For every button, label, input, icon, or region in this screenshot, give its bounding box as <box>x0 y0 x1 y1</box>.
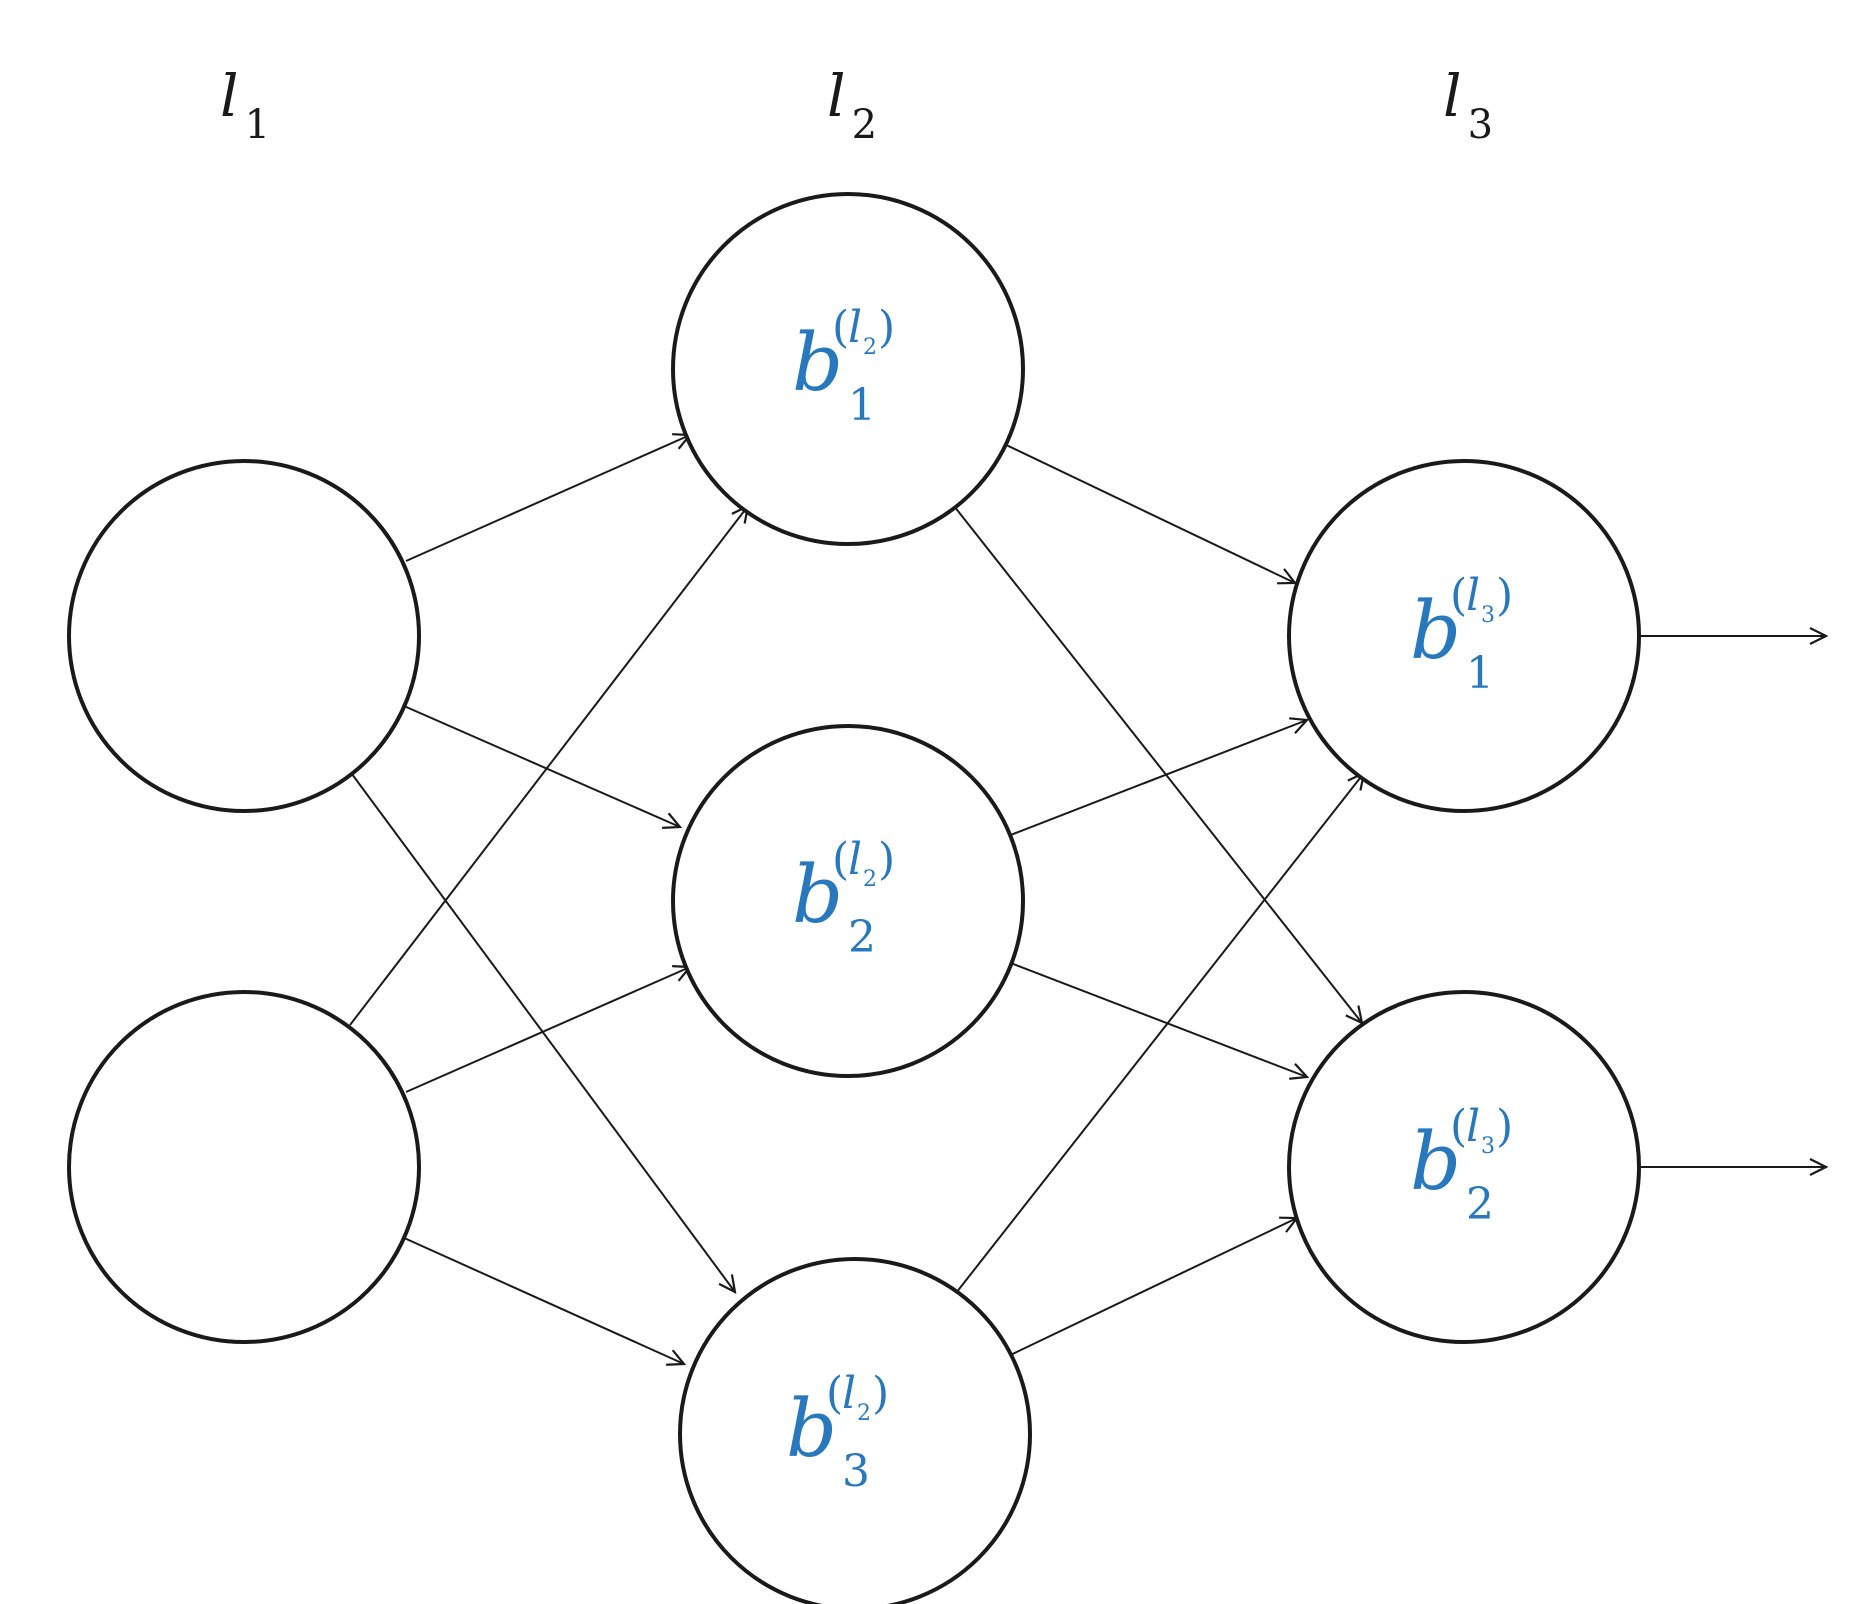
edge-l2n3-l3n2 <box>1001 1218 1297 1360</box>
bias-close-paren: ) <box>872 1368 889 1419</box>
bias-symbol: b <box>1410 1115 1461 1208</box>
bias-symbol: b <box>1410 584 1461 677</box>
edge-l2n1-l3n1 <box>999 441 1295 583</box>
output-node-2 <box>1287 990 1641 1344</box>
bias-layer-index: 2 <box>857 1401 871 1426</box>
bias-subscript: 3 <box>842 1446 870 1497</box>
edge-l2n3-l3n1 <box>955 773 1364 1294</box>
bias-layer-letter: l <box>1466 1101 1480 1152</box>
edge-l1n2-l2n3 <box>401 1236 684 1364</box>
bias-subscript: 2 <box>848 912 876 963</box>
bias-open-paren: ( <box>832 302 849 353</box>
bias-subscript: 2 <box>1466 1179 1494 1230</box>
bias-layer-index: 3 <box>1481 1134 1495 1159</box>
bias-label-l3-1: b ( l 3 ) 1 <box>1410 570 1513 699</box>
hidden-node-3 <box>678 1257 1032 1604</box>
edge-l1n1-l2n3 <box>345 765 735 1292</box>
bias-symbol: b <box>786 1382 837 1475</box>
bias-subscript: 1 <box>1466 648 1494 699</box>
bias-layer-index: 3 <box>1481 603 1495 628</box>
output-layer: b ( l 3 ) 1 b ( l 3 ) 2 <box>1287 459 1641 1344</box>
bias-close-paren: ) <box>1496 1101 1513 1152</box>
bias-label-l3-2: b ( l 3 ) 2 <box>1410 1101 1513 1230</box>
edge-l1n2-l2n2 <box>405 967 690 1093</box>
bias-layer-letter: l <box>848 834 862 885</box>
bias-label-l2-1: b ( l 2 ) 1 <box>792 302 895 431</box>
bias-label-l2-2: b ( l 2 ) 2 <box>792 834 895 963</box>
hidden-node-2 <box>671 724 1025 1078</box>
bias-layer-letter: l <box>842 1368 856 1419</box>
edge-l1n1-l2n2 <box>403 705 680 827</box>
hidden-node-1 <box>671 192 1025 546</box>
bias-open-paren: ( <box>832 834 849 885</box>
edge-l1n1-l2n1 <box>405 435 690 562</box>
bias-symbol: b <box>792 848 843 941</box>
bias-subscript: 1 <box>848 380 876 431</box>
bias-layer-index: 2 <box>863 335 877 360</box>
hidden-layer: b ( l 2 ) 1 b ( l 2 ) 2 b ( l 2 ) 3 <box>671 192 1032 1604</box>
bias-layer-letter: l <box>1466 570 1480 621</box>
bias-label-l2-3: b ( l 2 ) 3 <box>786 1368 889 1497</box>
connections <box>345 435 1826 1364</box>
edge-l1n2-l2n1 <box>349 506 748 1026</box>
bias-close-paren: ) <box>878 302 895 353</box>
input-node-2 <box>67 990 421 1344</box>
bias-open-paren: ( <box>1450 1101 1467 1152</box>
bias-close-paren: ) <box>1496 570 1513 621</box>
bias-layer-letter: l <box>848 302 862 353</box>
input-layer <box>67 459 421 1344</box>
bias-open-paren: ( <box>1450 570 1467 621</box>
bias-symbol: b <box>792 316 843 409</box>
input-node-1 <box>67 459 421 813</box>
bias-open-paren: ( <box>826 1368 843 1419</box>
edge-l2n2-l3n1 <box>1007 720 1307 837</box>
edge-l2n2-l3n2 <box>1007 961 1307 1077</box>
output-node-1 <box>1287 459 1641 813</box>
bias-layer-index: 2 <box>863 867 877 892</box>
edge-l2n1-l3n2 <box>953 505 1362 1023</box>
bias-close-paren: ) <box>878 834 895 885</box>
